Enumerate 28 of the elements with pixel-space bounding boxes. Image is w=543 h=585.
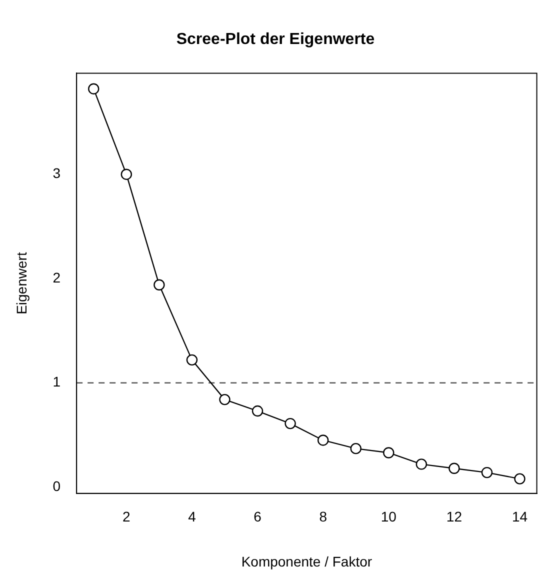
point bbox=[88, 83, 100, 94]
point bbox=[514, 473, 526, 484]
y-tick-label: 3 bbox=[52, 165, 61, 182]
x-tick-label: 2 bbox=[122, 508, 131, 525]
y-tick-label: 2 bbox=[52, 269, 61, 286]
y-tick-label: 1 bbox=[52, 374, 61, 390]
point bbox=[317, 434, 329, 446]
point bbox=[219, 394, 230, 406]
x-axis-title: Komponente / Faktor bbox=[241, 553, 372, 570]
point bbox=[416, 458, 428, 470]
point bbox=[186, 354, 198, 366]
point bbox=[120, 168, 132, 180]
x-tick-label: 6 bbox=[254, 508, 262, 525]
y-tick-label: 0 bbox=[52, 478, 61, 494]
point bbox=[284, 418, 296, 430]
point bbox=[252, 405, 264, 417]
x-tick-label: 4 bbox=[188, 508, 196, 525]
point bbox=[481, 466, 493, 478]
point bbox=[154, 279, 165, 290]
point bbox=[350, 442, 362, 454]
x-tick-label: 14 bbox=[512, 508, 528, 525]
x-tick-label: 12 bbox=[446, 508, 462, 525]
point bbox=[448, 462, 460, 474]
x-tick-label: 10 bbox=[380, 508, 397, 525]
chart-title: Scree-Plot der Eigenwerte bbox=[176, 31, 375, 48]
y-axis-title: Eigenwert bbox=[13, 252, 30, 314]
x-tick-label: 8 bbox=[319, 508, 328, 525]
point bbox=[383, 447, 394, 458]
